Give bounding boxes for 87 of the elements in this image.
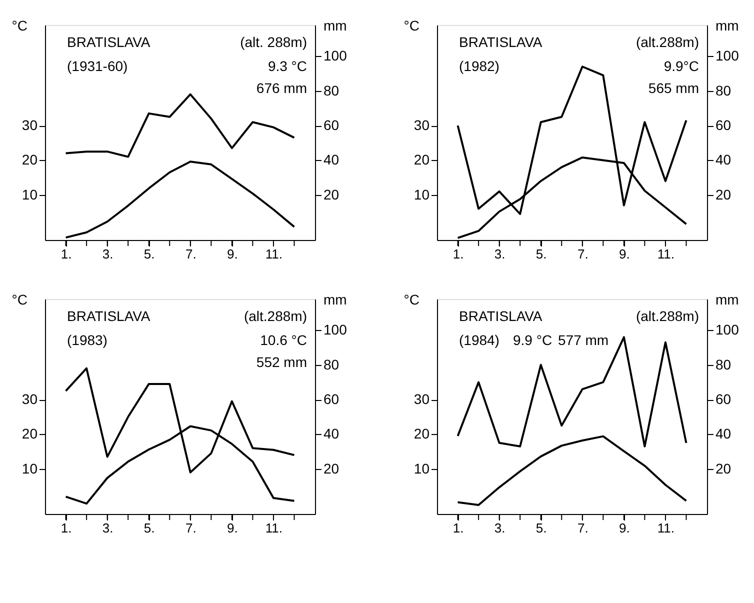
y2-axis-title: mm <box>716 18 739 34</box>
x-tick-label: 1. <box>60 520 72 536</box>
y-tick-label: 10 <box>22 186 38 202</box>
y2-tick-label: 20 <box>716 460 732 476</box>
y2-tick-label: 40 <box>716 426 732 442</box>
line-series <box>64 93 296 158</box>
x-tick-label: 11. <box>265 246 283 262</box>
y2-tick-label: 40 <box>324 152 340 168</box>
y2-tick-label: 80 <box>716 82 732 98</box>
y-tick-label: 30 <box>22 117 38 134</box>
y2-tick-label: 100 <box>324 322 348 338</box>
annotation: 676 mm <box>256 80 307 96</box>
y2-tick-label: 20 <box>716 186 732 202</box>
text: (1984) <box>459 332 500 348</box>
y-tick-label: 30 <box>414 391 430 408</box>
annotation: 9.9°C <box>664 58 699 74</box>
x-tick-label: 5. <box>536 246 547 262</box>
annotation: (alt.288m) <box>636 308 699 324</box>
annotation: 565 mm <box>648 80 699 96</box>
y-tick-label: 30 <box>22 391 38 408</box>
y-axis-title: °C <box>12 18 28 34</box>
annotation: (alt.288m) <box>244 308 307 324</box>
x-tick-label: 5. <box>144 520 155 536</box>
y2-tick-label: 60 <box>324 117 340 134</box>
x-tick-label: 1. <box>452 520 464 536</box>
y2-axis-title: mm <box>324 292 347 308</box>
x-tick-label: 3. <box>102 520 114 536</box>
y2-tick-label: 40 <box>324 426 340 442</box>
x-tick-label: 1. <box>60 246 72 262</box>
y-tick-label: 20 <box>414 426 430 442</box>
y2-tick-label: 80 <box>324 356 340 372</box>
y-axis-title: °C <box>404 18 420 34</box>
annotation: 577 mm <box>558 332 609 348</box>
x-tick-label: 5. <box>144 246 155 262</box>
x-tick-label: 9. <box>619 246 630 262</box>
y2-tick-label: 20 <box>324 186 340 202</box>
annotation: (alt.288m) <box>636 34 699 50</box>
text: (1983) <box>67 332 108 348</box>
x-tick-label: 7. <box>577 246 588 262</box>
y2-tick-label: 100 <box>716 322 740 338</box>
y2-tick-label: 100 <box>716 48 740 64</box>
y2-tick-label: 60 <box>324 391 340 408</box>
annotation: 9.9 °C <box>513 332 552 348</box>
x-tick-label: 11. <box>657 246 675 262</box>
x-tick-label: 9. <box>619 520 630 536</box>
x-tick-label: 3. <box>102 246 114 262</box>
y-tick-label: 10 <box>22 460 38 476</box>
y2-tick-label: 60 <box>716 117 732 134</box>
text: (1931-60) <box>67 58 128 74</box>
x-tick-label: 7. <box>185 246 196 262</box>
y-tick-label: 20 <box>22 152 38 168</box>
y2-tick-label: 40 <box>716 152 732 168</box>
annotation: (alt. 288m) <box>240 34 307 50</box>
y-tick-label: 20 <box>22 426 38 442</box>
text: BRATISLAVA <box>67 34 151 50</box>
x-tick-label: 9. <box>227 246 238 262</box>
x-tick-label: 11. <box>265 520 283 536</box>
line-series <box>456 336 688 448</box>
y2-tick-label: 20 <box>324 460 340 476</box>
y-tick-label: 10 <box>414 460 430 476</box>
x-tick-label: 3. <box>494 246 506 262</box>
line-series <box>456 435 688 506</box>
x-tick-label: 3. <box>494 520 506 536</box>
x-tick-label: 7. <box>185 520 196 536</box>
y2-axis-title: mm <box>324 18 347 34</box>
y2-tick-label: 100 <box>324 48 348 64</box>
x-tick-label: 1. <box>452 246 464 262</box>
y-tick-label: 20 <box>414 152 430 168</box>
y-tick-label: 10 <box>414 186 430 202</box>
x-tick-label: 5. <box>536 520 547 536</box>
text: BRATISLAVA <box>459 308 543 324</box>
y2-tick-label: 60 <box>716 391 732 408</box>
annotation: 10.6 °C <box>260 332 307 348</box>
text: (1982) <box>459 58 500 74</box>
x-tick-label: 11. <box>657 520 675 536</box>
x-tick-label: 9. <box>227 520 238 536</box>
y2-tick-label: 80 <box>324 82 340 98</box>
text: BRATISLAVA <box>459 34 543 50</box>
y2-tick-label: 80 <box>716 356 732 372</box>
y-tick-label: 30 <box>414 117 430 134</box>
annotation: 9.3 °C <box>268 58 307 74</box>
text: BRATISLAVA <box>67 308 151 324</box>
y-axis-title: °C <box>12 292 28 308</box>
y-axis-title: °C <box>404 292 420 308</box>
annotation: 552 mm <box>256 354 307 370</box>
y2-axis-title: mm <box>716 292 739 308</box>
x-tick-label: 7. <box>577 520 588 536</box>
